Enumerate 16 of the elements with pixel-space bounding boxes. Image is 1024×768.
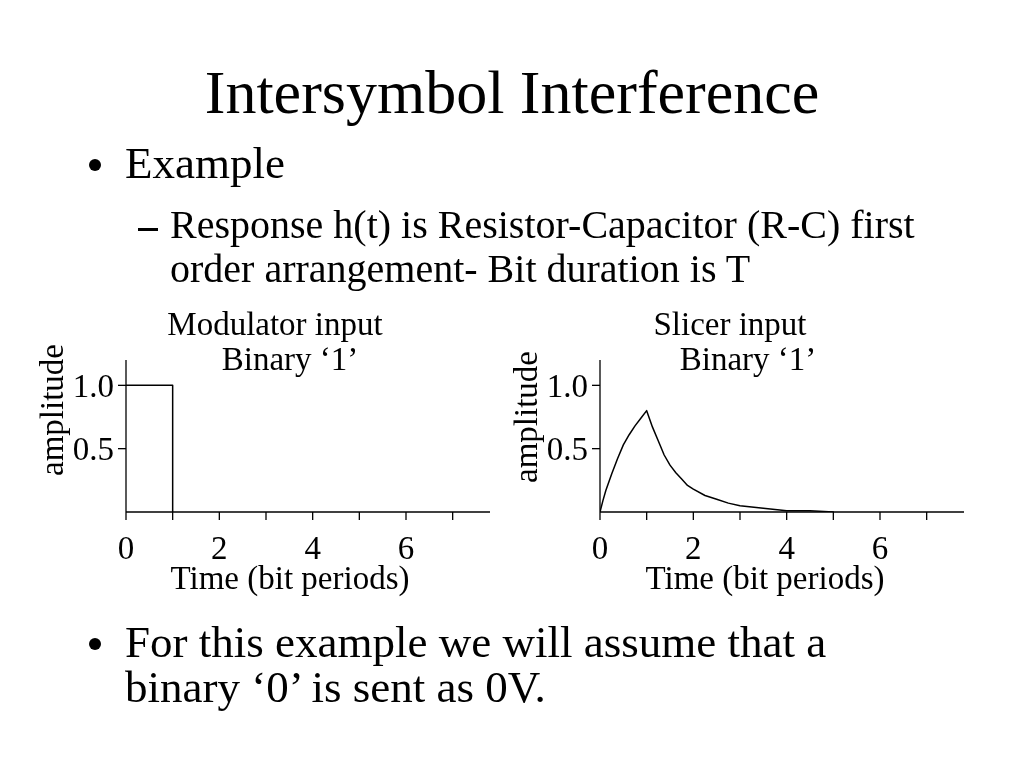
text: For this example we will assume that a binary ‘0’ is sent as 0V. [125, 617, 828, 712]
x-tick-label: 0 [591, 530, 609, 567]
text: Example [125, 138, 286, 188]
y-axis-title: amplitude [33, 344, 70, 476]
y-tick-label: 0.5 [546, 431, 588, 468]
y-axis-title: amplitude [507, 351, 544, 483]
y-tick-label: 1.0 [72, 368, 114, 405]
x-tick-label: 0 [117, 530, 135, 567]
y-tick-label: 0.5 [72, 431, 114, 468]
text: Intersymbol Interference [203, 57, 821, 127]
text: Response h(t) is Resistor-Capacitor (R-C) first order arrangement- Bit duration is T [170, 202, 916, 291]
chart-title: Modulator input [167, 306, 383, 342]
y-tick-label: 1.0 [546, 368, 588, 405]
chart-subtitle: Binary ‘1’ [221, 341, 359, 377]
chart-title: Slicer input [653, 306, 807, 342]
chart-subtitle: Binary ‘1’ [679, 341, 817, 377]
